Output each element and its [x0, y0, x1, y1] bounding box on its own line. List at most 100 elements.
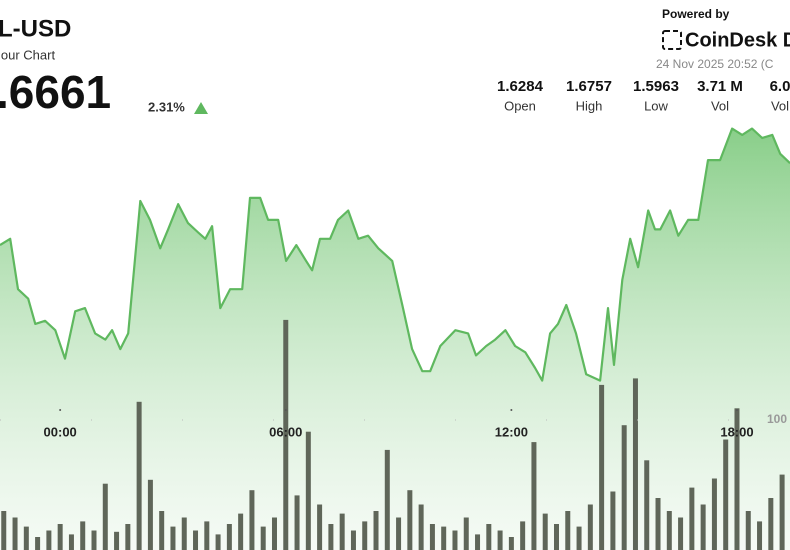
volume-bar	[429, 524, 435, 550]
volume-bar	[475, 534, 481, 550]
volume-bar	[102, 483, 108, 550]
volume-bar	[23, 526, 29, 550]
volume-bar	[497, 530, 503, 550]
volume-bar	[666, 511, 672, 550]
stat-label: Vol	[771, 98, 789, 113]
volume-bar	[1, 511, 7, 550]
volume-bar	[294, 495, 300, 550]
volume-bar	[373, 511, 379, 550]
change: 2.31%	[148, 99, 185, 114]
stat-value: 1.6757	[566, 78, 612, 95]
x-tick-label: 06:00	[269, 424, 302, 439]
y2-tick-label: 100	[767, 412, 787, 426]
volume-bar	[226, 524, 232, 550]
powered-by: Powered by	[662, 7, 730, 21]
volume-bar	[734, 408, 740, 550]
volume-bar	[745, 511, 751, 550]
volume-bar	[114, 531, 120, 550]
volume-bar	[655, 498, 661, 550]
volume-bar	[204, 521, 210, 550]
brand-logo	[662, 30, 682, 50]
volume-bar	[723, 439, 729, 550]
volume-bar	[644, 460, 650, 550]
volume-bar	[632, 378, 638, 550]
x-tick-mark	[284, 409, 287, 411]
volume-bar	[531, 442, 537, 550]
stat-label: High	[576, 98, 603, 113]
volume-bar	[12, 517, 18, 550]
up-arrow	[194, 102, 208, 114]
stat-value: 3.71 M	[697, 78, 743, 95]
volume-bar	[170, 526, 176, 550]
volume-bar	[350, 530, 356, 550]
volume-bar	[542, 513, 548, 550]
volume-bar	[711, 478, 717, 550]
volume-bar	[260, 526, 266, 550]
volume-bar	[125, 524, 131, 550]
stat-label: Open	[504, 98, 536, 113]
volume-bar	[463, 517, 469, 550]
stat-label: Low	[644, 98, 668, 113]
volume-bar	[57, 524, 63, 550]
volume-bar	[407, 490, 413, 550]
volume-bar	[587, 504, 593, 550]
x-tick-mark	[735, 409, 738, 411]
volume-bar	[249, 490, 255, 550]
symbol: L-USD	[0, 15, 71, 42]
volume-bar	[238, 513, 244, 550]
stats: 1.6284 Open 1.6757 High 1.5963 Low 3.71 M Vol 6.…	[497, 78, 790, 113]
stat-value: 1.6284	[497, 78, 544, 95]
volume-bar	[362, 521, 368, 550]
volume-bar	[305, 431, 311, 550]
volume-bar	[159, 511, 165, 550]
volume-bar	[396, 517, 402, 550]
x-tick-label: 18:00	[720, 424, 753, 439]
x-tick-mark	[510, 409, 513, 411]
volume-bar	[520, 521, 526, 550]
volume-bar	[384, 449, 390, 550]
volume-bar	[68, 534, 74, 550]
volume-bar	[700, 504, 706, 550]
volume-bar	[621, 425, 627, 550]
plot-area	[0, 127, 790, 550]
volume-bar	[181, 517, 187, 550]
volume-bar	[35, 537, 41, 550]
volume-bar	[271, 517, 277, 550]
timestamp: 24 Nov 2025 20:52 (C	[656, 57, 774, 71]
x-tick-label: 00:00	[44, 424, 77, 439]
volume-bar	[91, 530, 97, 550]
volume-bar	[193, 530, 199, 550]
volume-bar	[689, 487, 695, 550]
volume-bar	[757, 521, 763, 550]
volume-bar	[779, 474, 785, 550]
x-tick-mark	[59, 409, 62, 411]
volume-bar	[441, 526, 447, 550]
volume-bar	[215, 534, 221, 550]
subtitle: lour Chart	[0, 47, 55, 62]
stat-value: 6.0	[770, 78, 790, 95]
stat-label: Vol	[711, 98, 729, 113]
volume-bar	[553, 524, 559, 550]
volume-bar	[486, 524, 492, 550]
price-line	[0, 127, 790, 382]
x-tick-label: 12:00	[495, 424, 528, 439]
volume-bar	[768, 498, 774, 550]
volume-bar	[80, 521, 86, 550]
volume-bar	[508, 537, 514, 550]
volume-bar	[283, 319, 289, 550]
volume-bar	[678, 517, 684, 550]
volume-bar	[136, 401, 142, 550]
volume-bar	[418, 504, 424, 550]
volume-bar	[317, 504, 323, 550]
volume-bar	[339, 513, 345, 550]
volume-bar	[328, 524, 334, 550]
price-area	[0, 128, 790, 550]
volume-bar	[147, 479, 153, 550]
volume-bar	[610, 491, 616, 550]
price: .6661	[0, 66, 111, 118]
stat-value: 1.5963	[633, 78, 679, 95]
volume-bar	[599, 384, 605, 550]
brand: CoinDesk D	[685, 29, 790, 51]
volume-bar	[565, 511, 571, 550]
